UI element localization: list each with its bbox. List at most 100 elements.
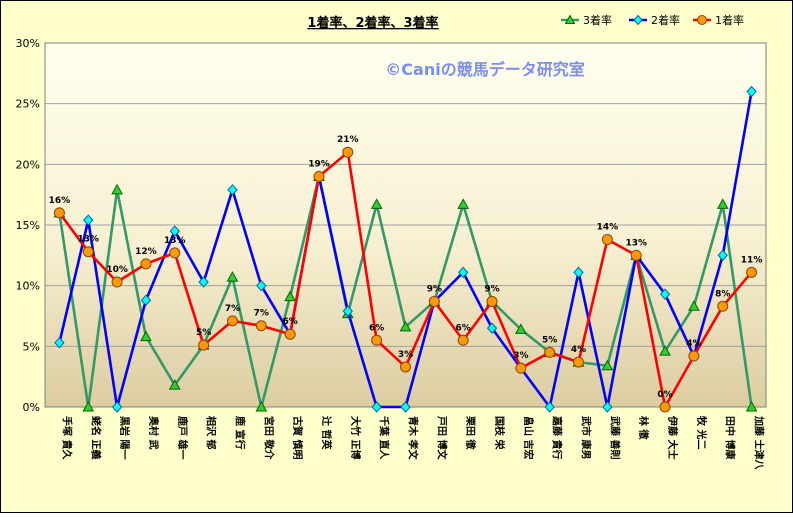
- data-point: [54, 336, 65, 349]
- data-label: 6%: [369, 323, 384, 333]
- x-tick-label: 相沢 郁: [205, 416, 218, 449]
- data-point: [226, 271, 239, 282]
- data-point: [198, 276, 209, 288]
- x-axis: 手塚 貴久 蛯名 正義 黒岩 陽一 奥村 武 鹿戸 雄一 相沢 郁 鹿 宣行 宮田 敬介 古賀 …: [60, 415, 765, 470]
- y-tick-label: 5%: [23, 340, 40, 353]
- data-point: [140, 258, 152, 270]
- x-tick-label: 加藤 士津八: [753, 415, 766, 470]
- data-point: [400, 401, 411, 413]
- data-label: 8%: [715, 289, 730, 299]
- data-point: [601, 359, 614, 371]
- legend-item: 2着率: [629, 13, 680, 27]
- legend-label: 3着率: [583, 13, 612, 27]
- x-tick-label: 黒岩 陽一: [118, 416, 131, 459]
- data-point: [255, 400, 268, 412]
- data-point: [400, 361, 411, 373]
- x-tick-label: 伊藤 大士: [666, 415, 679, 459]
- legend-item: 1着率: [693, 13, 744, 27]
- data-point: [745, 400, 758, 412]
- data-point: [83, 214, 94, 226]
- data-label: 3%: [513, 351, 528, 361]
- x-tick-label: 栗田 徹: [464, 416, 477, 450]
- watermark: ©Caniの競馬データ研究室: [385, 60, 584, 79]
- legend-item: 3着率: [561, 13, 612, 27]
- data-point: [111, 276, 123, 288]
- data-point: [342, 146, 354, 158]
- data-label: 4%: [571, 345, 586, 355]
- legend-marker: [564, 14, 576, 24]
- x-tick-label: 林 徹: [637, 416, 650, 440]
- data-label: 5%: [542, 335, 557, 345]
- x-tick-label: 牧 光二: [695, 416, 708, 449]
- data-point: [717, 300, 729, 312]
- data-point: [313, 170, 325, 182]
- x-tick-label: 鹿 宣行: [233, 416, 246, 449]
- x-tick-label: 鹿戸 雄一: [176, 416, 189, 459]
- data-label: 13%: [625, 238, 647, 248]
- data-label: 9%: [484, 284, 499, 294]
- data-point: [457, 334, 469, 346]
- legend-label: 2着率: [651, 13, 680, 27]
- data-point: [168, 379, 181, 390]
- legend-marker: [633, 14, 643, 26]
- data-label: 0%: [657, 390, 672, 400]
- data-label: 19%: [308, 159, 330, 169]
- data-point: [428, 295, 440, 307]
- data-point: [573, 356, 585, 368]
- x-tick-label: 手塚 貴久: [60, 416, 73, 460]
- data-point: [53, 207, 65, 219]
- data-point: [746, 266, 758, 278]
- data-point: [256, 279, 267, 292]
- data-label: 3%: [398, 350, 413, 360]
- data-point: [255, 320, 267, 332]
- data-label: 12%: [135, 247, 157, 257]
- data-point: [399, 320, 412, 332]
- data-point: [486, 295, 498, 307]
- x-tick-label: 蛯名 正義: [89, 416, 102, 459]
- data-point: [284, 290, 296, 302]
- data-point: [371, 401, 382, 413]
- data-point: [169, 225, 180, 237]
- data-label: 5%: [196, 328, 211, 338]
- data-point: [371, 334, 383, 346]
- data-point: [659, 288, 671, 300]
- x-tick-label: 千葉 直人: [378, 416, 391, 460]
- data-label: 10%: [106, 265, 128, 275]
- x-tick-label: 国枝 栄: [493, 416, 506, 450]
- series-1着率: [53, 146, 758, 413]
- series-layer: [53, 85, 758, 413]
- data-point: [746, 85, 757, 98]
- data-point: [227, 184, 238, 196]
- x-tick-label: 奥村 武: [147, 416, 160, 449]
- data-label: 21%: [337, 135, 359, 145]
- data-point: [688, 350, 700, 362]
- data-point: [544, 401, 555, 413]
- data-label: 7%: [225, 304, 240, 314]
- y-tick-label: 10%: [16, 280, 40, 293]
- data-point: [169, 247, 181, 259]
- x-tick-label: 古賀 慎明: [291, 416, 304, 459]
- data-label: 16%: [49, 196, 71, 206]
- data-point: [111, 401, 123, 413]
- data-label: 7%: [254, 309, 269, 319]
- data-point: [486, 322, 498, 334]
- y-tick-label: 30%: [16, 37, 40, 50]
- data-point: [602, 401, 613, 413]
- x-tick-label: 田中 博康: [724, 416, 737, 460]
- data-point: [140, 294, 152, 306]
- data-point: [140, 330, 152, 342]
- data-point: [544, 346, 556, 358]
- data-point: [342, 305, 353, 317]
- legend: 3着率 2着率 1着率: [561, 13, 744, 27]
- x-tick-label: 辻 哲英: [320, 416, 333, 450]
- data-point: [82, 246, 94, 258]
- data-label: 14%: [597, 223, 619, 233]
- data-point: [717, 249, 728, 262]
- data-point: [573, 266, 584, 279]
- data-point: [284, 328, 296, 340]
- x-tick-label: 戸田 博文: [435, 416, 448, 460]
- data-point: [601, 234, 613, 246]
- data-point: [82, 400, 95, 412]
